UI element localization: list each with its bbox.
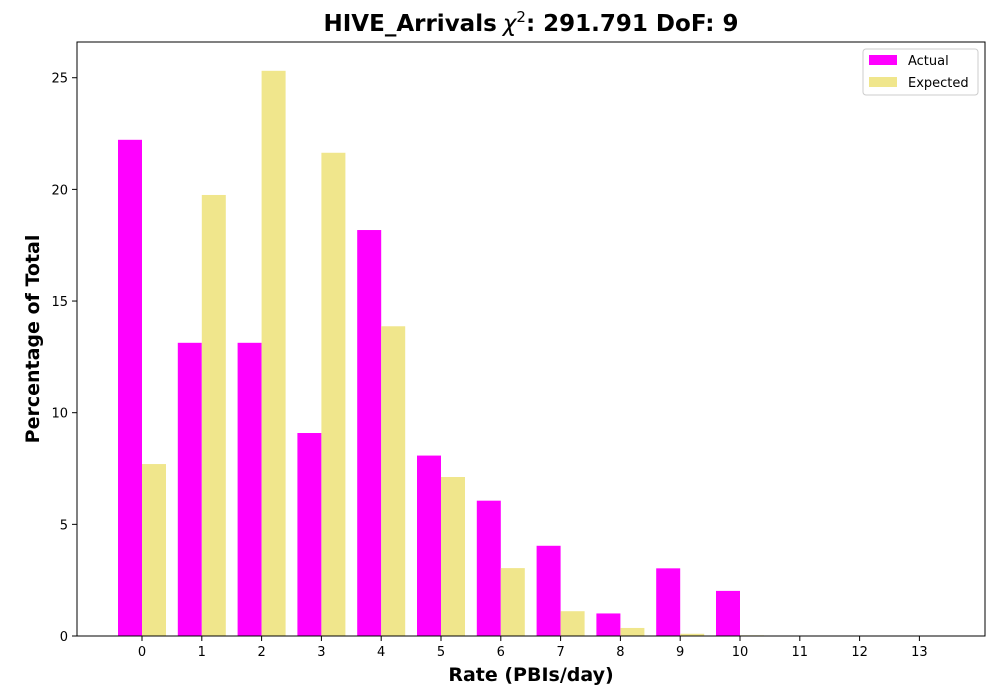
y-tick-label: 5 — [60, 518, 68, 533]
chart-title-sup: 2 — [516, 8, 526, 26]
bar-expected-9 — [680, 633, 705, 636]
legend: Actual Expected — [862, 48, 979, 96]
chart-title: HIVE_Arrivals χ2: 291.791 DoF: 9 — [324, 8, 739, 37]
y-axis-ticks: 0 5 10 15 20 25 — [51, 72, 77, 645]
plot-frame — [76, 41, 986, 637]
x-tick-label: 4 — [377, 645, 385, 660]
bar-actual-5 — [417, 455, 441, 636]
bar-expected-7 — [560, 611, 585, 636]
bar-actual-8 — [596, 613, 621, 636]
bar-actual-3 — [297, 433, 322, 636]
bar-expected-4 — [381, 326, 406, 636]
x-tick-label: 1 — [198, 645, 206, 660]
x-tick-label: 2 — [257, 645, 265, 660]
x-tick-label: 5 — [437, 645, 445, 660]
x-tick-label: 11 — [792, 645, 809, 660]
y-tick-label: 20 — [51, 183, 68, 198]
x-tick-label: 7 — [556, 645, 564, 660]
x-tick-label: 12 — [851, 645, 868, 660]
x-tick-label: 9 — [676, 645, 684, 660]
bar-expected-8 — [620, 627, 645, 636]
bar-actual-2 — [237, 342, 262, 636]
legend-label-actual: Actual — [908, 54, 949, 69]
y-axis-label: Percentage of Total — [22, 235, 44, 444]
legend-label-expected: Expected — [908, 76, 969, 91]
chart-title-chi: χ — [501, 11, 518, 37]
x-axis-label: Rate (PBIs/day) — [448, 664, 613, 686]
bar-expected-6 — [500, 568, 525, 636]
bar-actual-0 — [118, 139, 142, 636]
legend-swatch-expected — [869, 77, 897, 87]
x-tick-label: 8 — [616, 645, 624, 660]
bar-expected-0 — [142, 464, 166, 636]
bar-actual-6 — [476, 500, 501, 636]
x-tick-label: 3 — [317, 645, 325, 660]
bar-actual-7 — [536, 545, 561, 636]
y-tick-label: 10 — [51, 407, 68, 422]
y-tick-label: 15 — [51, 295, 68, 310]
x-tick-label: 13 — [911, 645, 928, 660]
x-tick-label: 0 — [138, 645, 146, 660]
x-axis-ticks: 0 1 2 3 4 5 6 7 8 9 10 11 12 13 — [138, 636, 928, 660]
chart-title-suffix: : 291.791 DoF: 9 — [526, 11, 739, 37]
bar-actual-1 — [177, 342, 202, 636]
bar-actual-10 — [716, 590, 740, 636]
y-tick-label: 25 — [51, 72, 68, 87]
bar-expected-3 — [321, 152, 346, 636]
bar-expected-1 — [201, 194, 226, 636]
bar-actual-9 — [656, 568, 681, 636]
bars-layer — [118, 70, 824, 636]
x-tick-label: 6 — [497, 645, 505, 660]
bar-expected-2 — [261, 70, 286, 636]
y-tick-label: 0 — [60, 630, 68, 645]
chart-title-prefix: HIVE_Arrivals — [324, 11, 497, 37]
x-tick-label: 10 — [732, 645, 749, 660]
bar-expected-5 — [441, 477, 465, 636]
bar-actual-4 — [357, 230, 382, 636]
legend-swatch-actual — [869, 55, 897, 65]
